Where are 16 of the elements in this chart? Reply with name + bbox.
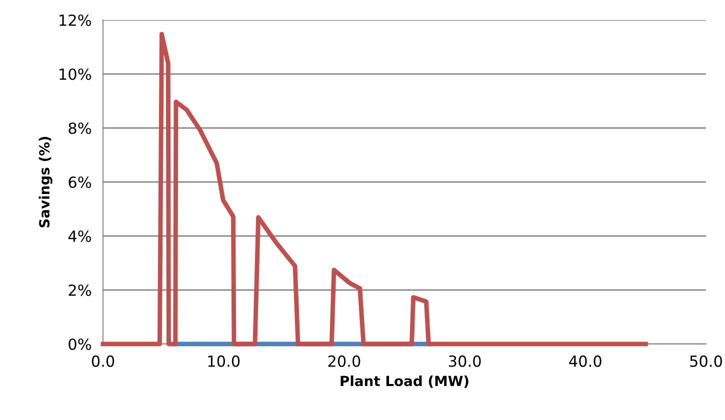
y-tick-label: 12% [60, 14, 92, 26]
x-axis-title: Plant Load (MW) [340, 375, 468, 388]
y-tick-label: 0% [68, 338, 92, 350]
y-tick-label: 6% [68, 176, 92, 188]
x-tick-label: 0.0 [92, 355, 114, 367]
y-tick-label: 10% [60, 68, 92, 80]
y-tick-label: 8% [68, 122, 92, 134]
y-tick-label: 2% [68, 284, 92, 296]
x-tick-label: 40.0 [569, 355, 602, 367]
y-axis-title: Savings (%) [38, 136, 52, 228]
y-tick-label: 4% [68, 230, 92, 242]
x-tick-label: 50.0 [690, 355, 722, 367]
x-tick-label: 20.0 [328, 355, 360, 367]
x-tick-label: 30.0 [448, 355, 481, 367]
line-series [100, 32, 648, 346]
x-tick-label: 10.0 [208, 355, 240, 367]
